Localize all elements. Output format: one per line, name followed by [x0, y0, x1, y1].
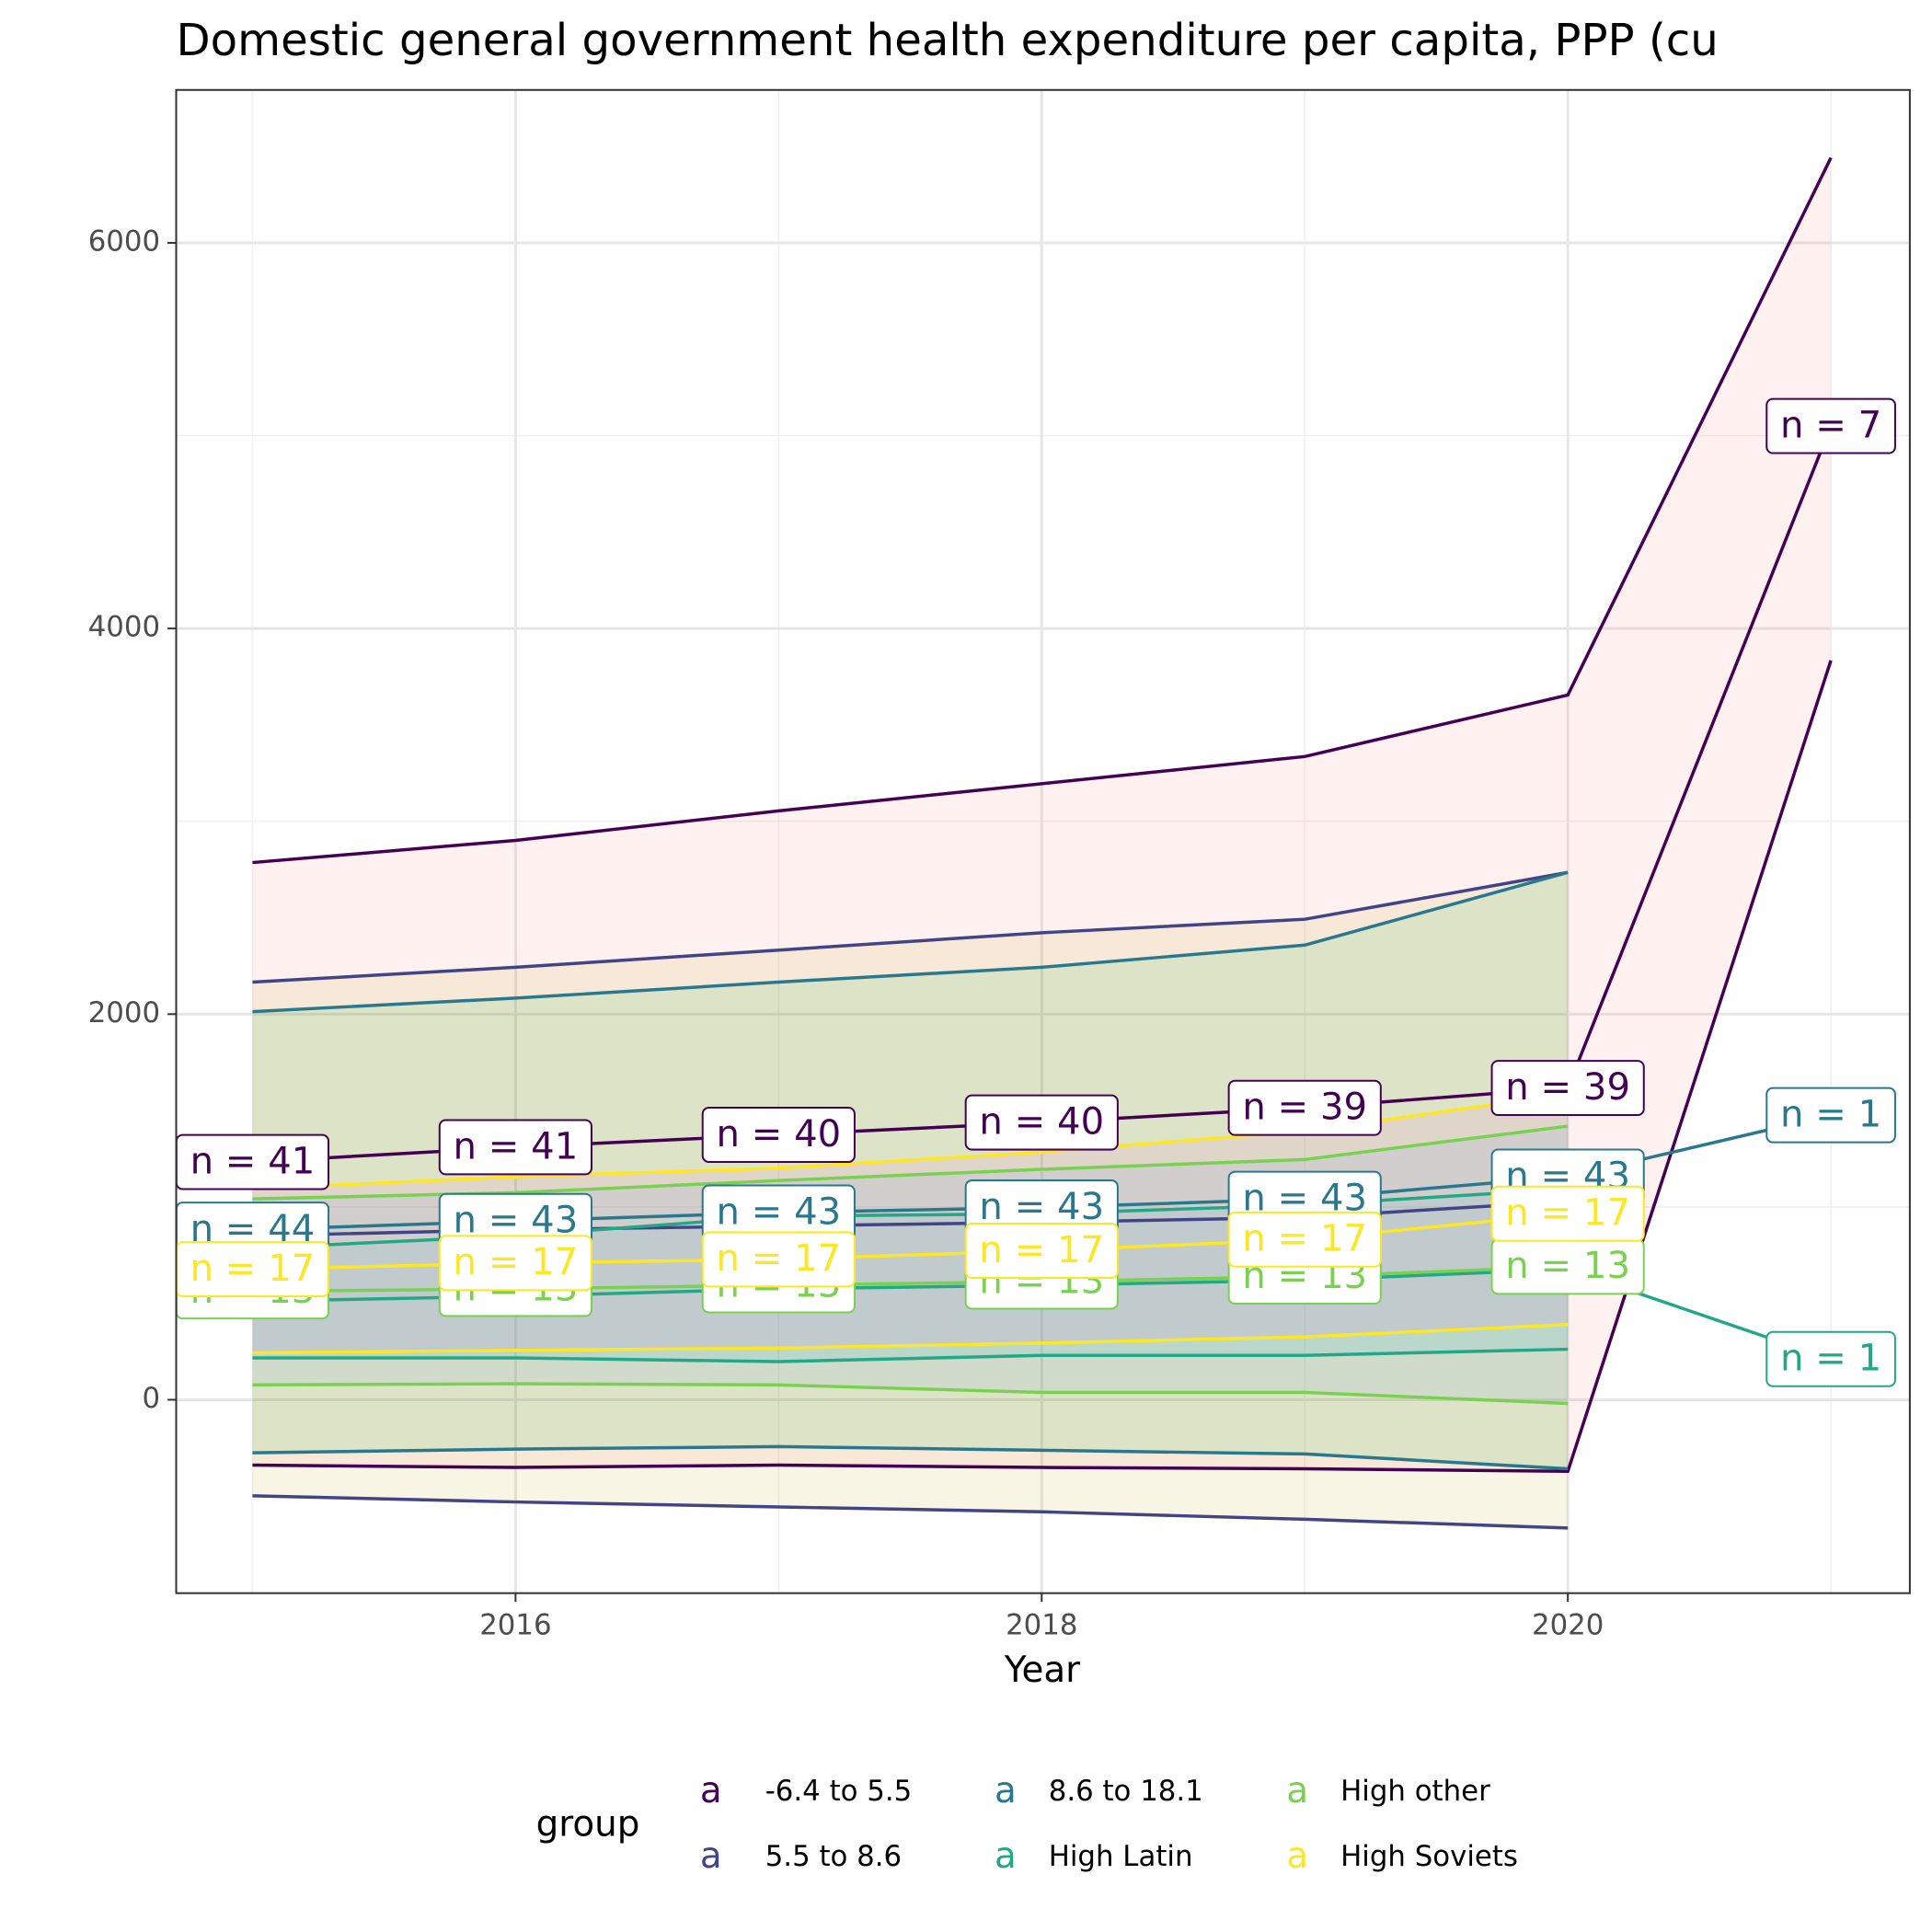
label-box	[438, 1235, 592, 1292]
label-text: n = 17	[716, 1237, 841, 1280]
label-box	[964, 1094, 1119, 1151]
label-box	[1227, 1211, 1382, 1268]
legend-key: a	[995, 1770, 1017, 1811]
label-text: n = 17	[190, 1248, 316, 1290]
bound-line	[252, 1323, 1569, 1355]
label-text: n = 17	[1505, 1192, 1630, 1235]
axes: 2016 2018 2020 0 2000 4000 6000	[88, 224, 1604, 1641]
legend: a -6.4 to 5.5 a 5.5 to 8.6 a 8.6 to 18.1 a High…	[700, 1770, 1518, 1877]
label-box	[1227, 1079, 1382, 1136]
y-tick-label: 4000	[88, 611, 160, 644]
count-label: n = 17	[1227, 1211, 1382, 1268]
label-text: n = 41	[454, 1125, 579, 1167]
label-box	[1490, 1185, 1645, 1242]
bound-line	[252, 1494, 1569, 1530]
count-label: n = 41	[438, 1119, 592, 1176]
ribbon	[252, 872, 1569, 1469]
count-label: n = 43	[964, 1179, 1119, 1236]
label-text: n = 7	[1780, 404, 1881, 446]
legend-key: a	[700, 1770, 722, 1811]
bound-line	[252, 1444, 1569, 1471]
count-label: n = 40	[701, 1107, 856, 1163]
label-text: n = 17	[1242, 1218, 1367, 1260]
x-axis-title: Year	[1004, 1650, 1080, 1691]
label-text: n = 39	[1505, 1066, 1630, 1109]
count-label: n = 39	[1490, 1060, 1645, 1117]
bound-line	[252, 870, 1569, 984]
x-tick-label: 2020	[1532, 1608, 1604, 1641]
y-tick-label: 2000	[88, 996, 160, 1029]
label-box	[438, 1119, 592, 1176]
x-tick-label: 2016	[479, 1608, 551, 1641]
label-text: n = 43	[979, 1186, 1104, 1228]
count-label: n = 13	[1490, 1238, 1645, 1295]
count-label: n = 7	[1765, 397, 1896, 454]
label-box	[701, 1107, 856, 1163]
ribbon	[252, 872, 1569, 1528]
panel-border	[175, 88, 1911, 1594]
count-label: n = 40	[964, 1094, 1119, 1151]
bound-line	[252, 870, 1569, 1014]
label-text: n = 39	[1242, 1087, 1367, 1129]
grid	[176, 89, 1910, 1593]
bound-line	[252, 660, 1833, 1473]
y-tick-label: 6000	[88, 224, 160, 258]
label-box	[701, 1231, 856, 1288]
bound-line	[252, 1347, 1569, 1363]
bound-line	[252, 1382, 1569, 1406]
count-label: n = 1	[1765, 1087, 1896, 1144]
count-label: n = 1	[1765, 1330, 1896, 1387]
bound-line	[252, 156, 1833, 865]
legend-title: group	[536, 1803, 640, 1845]
count-label: n = 17	[964, 1223, 1119, 1279]
count-label: n = 17	[438, 1235, 592, 1292]
label-text: n = 1	[1780, 1338, 1881, 1380]
label-text: n = 41	[190, 1140, 316, 1182]
legend-key: a	[700, 1835, 722, 1877]
y-tick-label: 0	[142, 1382, 160, 1415]
label-box	[964, 1223, 1119, 1279]
label-text: n = 40	[716, 1113, 841, 1156]
count-label: n = 41	[176, 1133, 330, 1190]
legend-key: a	[1286, 1835, 1308, 1877]
label-text: n = 1	[1780, 1093, 1881, 1135]
x-tick-label: 2018	[1006, 1608, 1077, 1641]
label-text: n = 17	[979, 1229, 1104, 1271]
count-label: n = 17	[1490, 1185, 1645, 1242]
label-text: n = 43	[454, 1200, 579, 1242]
label-box	[1765, 1087, 1896, 1144]
chart-title: Domestic general government health expen…	[177, 15, 1719, 66]
count-label: n = 17	[701, 1231, 856, 1288]
label-box	[1765, 1330, 1896, 1387]
legend-label: High other	[1340, 1775, 1490, 1808]
plot-area: n = 41 n = 41 n = 40 n = 40 n = 39 n = 39 n = …	[176, 156, 1896, 1530]
legend-key: a	[1286, 1770, 1308, 1811]
legend-label: 5.5 to 8.6	[765, 1840, 902, 1873]
count-label: n = 17	[176, 1241, 330, 1298]
label-text: n = 43	[716, 1190, 841, 1233]
label-box	[1765, 397, 1896, 454]
legend-key: a	[995, 1835, 1017, 1877]
legend-label: High Soviets	[1340, 1840, 1518, 1873]
count-label: n = 39	[1227, 1079, 1382, 1136]
label-text: n = 40	[979, 1100, 1104, 1143]
label-text: n = 17	[454, 1241, 579, 1283]
legend-label: High Latin	[1049, 1840, 1193, 1873]
legend-label: 8.6 to 18.1	[1049, 1775, 1203, 1808]
label-box	[1490, 1060, 1645, 1117]
count-label: n = 43	[701, 1184, 856, 1241]
label-text: n = 13	[1505, 1245, 1630, 1287]
legend-label: -6.4 to 5.5	[765, 1775, 913, 1808]
